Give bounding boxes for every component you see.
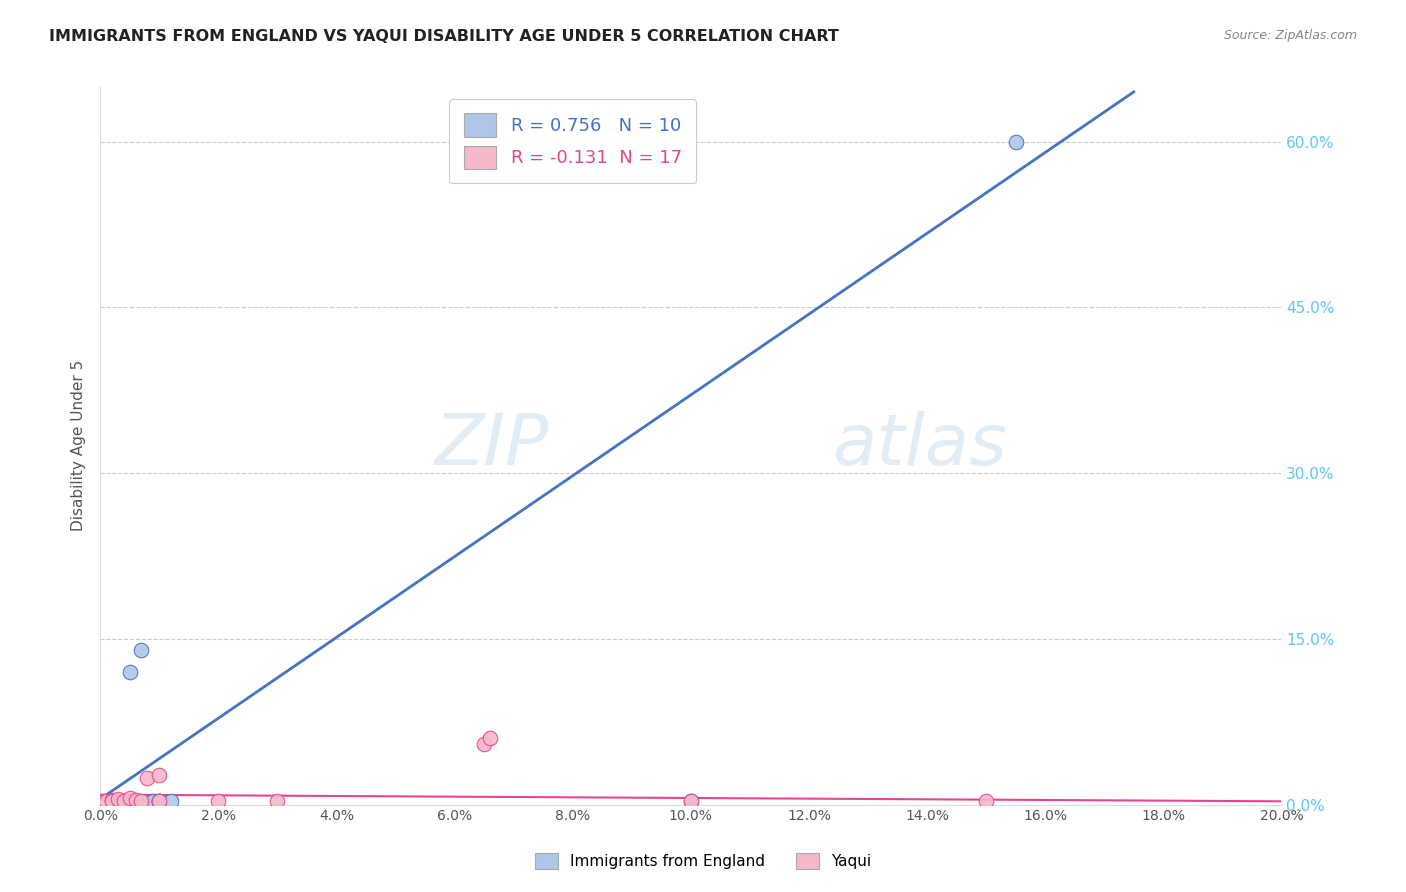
Legend: R = 0.756   N = 10, R = -0.131  N = 17: R = 0.756 N = 10, R = -0.131 N = 17 xyxy=(449,99,696,183)
Point xyxy=(148,794,170,808)
Y-axis label: Disability Age Under 5: Disability Age Under 5 xyxy=(72,359,86,531)
Text: Source: ZipAtlas.com: Source: ZipAtlas.com xyxy=(1223,29,1357,42)
Point xyxy=(142,794,165,808)
Point xyxy=(107,792,129,806)
Point xyxy=(124,793,146,807)
Point xyxy=(148,768,170,782)
Point xyxy=(112,794,135,808)
Point xyxy=(136,771,159,785)
Point xyxy=(94,794,117,808)
Point xyxy=(101,794,124,808)
Point xyxy=(472,737,495,751)
Point xyxy=(207,794,229,808)
Point xyxy=(679,794,702,808)
Point xyxy=(266,794,288,808)
Point xyxy=(131,643,153,657)
Point xyxy=(160,794,183,808)
Point xyxy=(679,794,702,808)
Point xyxy=(118,665,141,679)
Point xyxy=(148,794,170,808)
Text: ZIP: ZIP xyxy=(434,411,548,480)
Point xyxy=(118,791,141,805)
Point xyxy=(101,794,124,808)
Text: atlas: atlas xyxy=(832,411,1007,480)
Legend: Immigrants from England, Yaqui: Immigrants from England, Yaqui xyxy=(529,847,877,875)
Text: IMMIGRANTS FROM ENGLAND VS YAQUI DISABILITY AGE UNDER 5 CORRELATION CHART: IMMIGRANTS FROM ENGLAND VS YAQUI DISABIL… xyxy=(49,29,839,44)
Point xyxy=(101,793,124,807)
Point xyxy=(148,794,170,808)
Point xyxy=(974,794,997,808)
Point xyxy=(1004,135,1026,149)
Point xyxy=(478,731,501,746)
Point xyxy=(112,794,135,808)
Point xyxy=(131,794,153,808)
